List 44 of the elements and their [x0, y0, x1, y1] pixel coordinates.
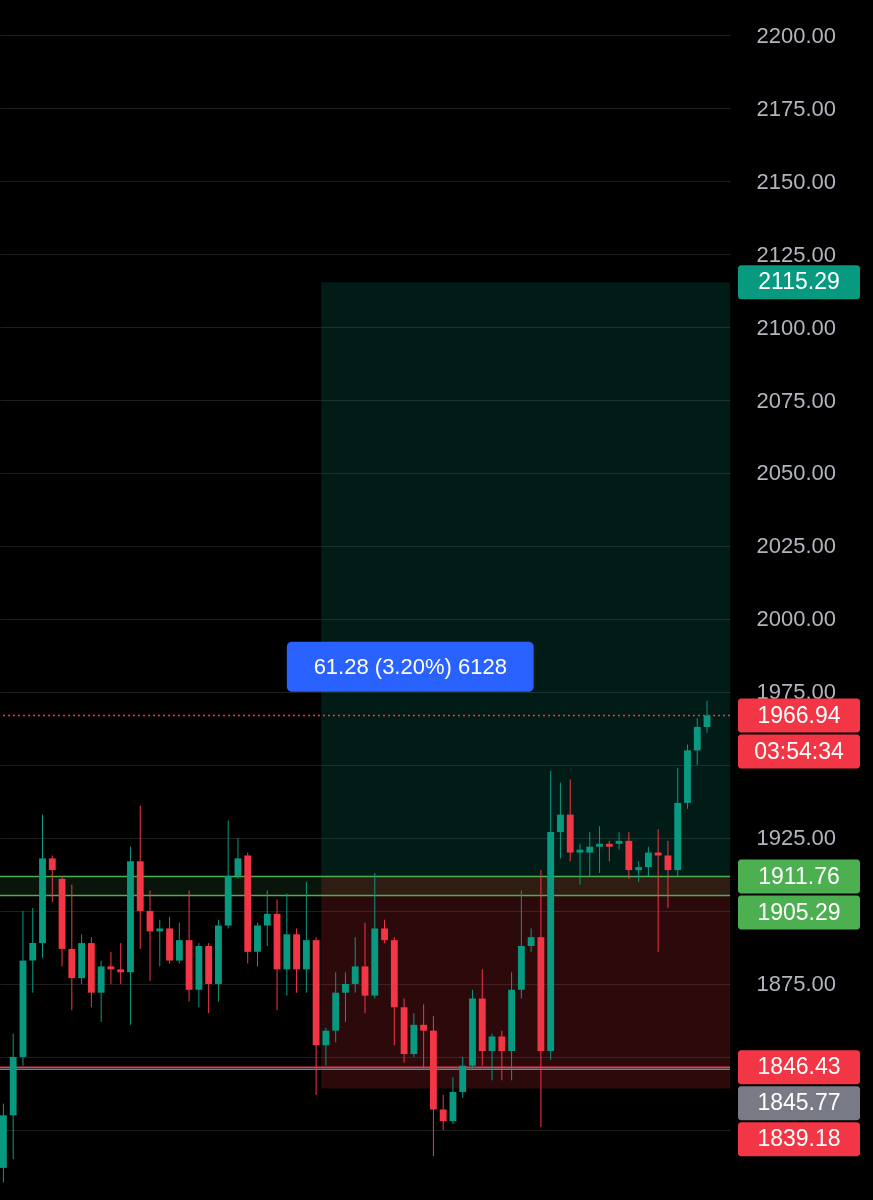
y-tick-label: 2200.00 — [756, 22, 837, 48]
candlestick — [644, 846, 652, 877]
candlestick — [557, 781, 564, 859]
ref-line-label: 1845.77 — [757, 1089, 841, 1116]
candlestick — [234, 837, 242, 880]
candlestick — [107, 951, 115, 985]
y-tick-label: 2150.00 — [756, 168, 837, 194]
candlestick — [576, 843, 584, 886]
candlestick — [381, 919, 388, 944]
y-tick-label: 2025.00 — [756, 533, 837, 559]
y-tick-label: 2175.00 — [756, 95, 837, 121]
band-label: 2115.29 — [758, 268, 840, 295]
candlestick — [439, 1094, 447, 1131]
candlestick — [351, 936, 359, 994]
y-tick-label: 1925.00 — [756, 825, 837, 851]
y-tick-label: 2075.00 — [756, 387, 837, 413]
candlestick — [605, 840, 613, 862]
ref-line-label: 1911.76 — [758, 862, 840, 889]
candlestick — [263, 890, 271, 947]
candlestick — [488, 1033, 496, 1081]
candlestick — [156, 919, 164, 967]
y-tick-label: 2100.00 — [756, 314, 837, 340]
candlestick — [527, 927, 535, 953]
annotation: 61.28 (3.20%) 6128 — [313, 653, 507, 679]
candlestick — [342, 971, 349, 1023]
y-tick-label: 1875.00 — [756, 971, 837, 997]
y-tick-label: 2050.00 — [756, 460, 837, 486]
ref-line-label: 1846.43 — [757, 1053, 841, 1080]
candlestick — [48, 854, 56, 903]
text: 03:54:34 — [754, 737, 844, 764]
candlestick — [322, 1027, 330, 1067]
candlestick — [175, 922, 183, 964]
ref-line-label: 1905.29 — [757, 898, 841, 925]
candlestick — [29, 907, 37, 994]
candlestick — [117, 942, 125, 985]
candlestick — [693, 717, 701, 766]
candlestick — [635, 860, 643, 883]
candlestick — [586, 831, 594, 877]
candlestick — [615, 831, 623, 851]
y-tick-label: 2000.00 — [756, 606, 837, 632]
candlestick — [596, 825, 603, 874]
band-label: 1839.18 — [757, 1125, 841, 1152]
y-tick-label: 2125.00 — [756, 241, 837, 267]
candlestick — [664, 840, 672, 909]
